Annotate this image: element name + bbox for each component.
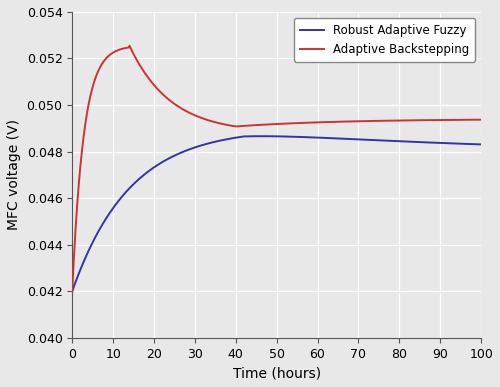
Adaptive Backstepping — [478, 117, 484, 122]
Y-axis label: MFC voltage (V): MFC voltage (V) — [7, 119, 21, 230]
Robust Adaptive Fuzzy — [69, 289, 75, 294]
Adaptive Backstepping — [392, 118, 398, 123]
Adaptive Backstepping — [126, 43, 132, 48]
Robust Adaptive Fuzzy — [478, 142, 484, 147]
Line: Adaptive Backstepping: Adaptive Backstepping — [72, 46, 481, 291]
Adaptive Backstepping — [90, 83, 96, 88]
Legend: Robust Adaptive Fuzzy, Adaptive Backstepping: Robust Adaptive Fuzzy, Adaptive Backstep… — [294, 18, 475, 62]
Robust Adaptive Fuzzy — [466, 142, 472, 146]
Robust Adaptive Fuzzy — [268, 134, 274, 139]
X-axis label: Time (hours): Time (hours) — [232, 366, 320, 380]
Adaptive Backstepping — [268, 122, 274, 127]
Line: Robust Adaptive Fuzzy: Robust Adaptive Fuzzy — [72, 136, 481, 291]
Adaptive Backstepping — [258, 123, 264, 127]
Robust Adaptive Fuzzy — [258, 134, 264, 139]
Adaptive Backstepping — [466, 117, 472, 122]
Robust Adaptive Fuzzy — [90, 239, 96, 244]
Adaptive Backstepping — [69, 289, 75, 294]
Robust Adaptive Fuzzy — [392, 139, 398, 143]
Robust Adaptive Fuzzy — [257, 134, 263, 139]
Adaptive Backstepping — [466, 117, 472, 122]
Robust Adaptive Fuzzy — [466, 142, 472, 146]
